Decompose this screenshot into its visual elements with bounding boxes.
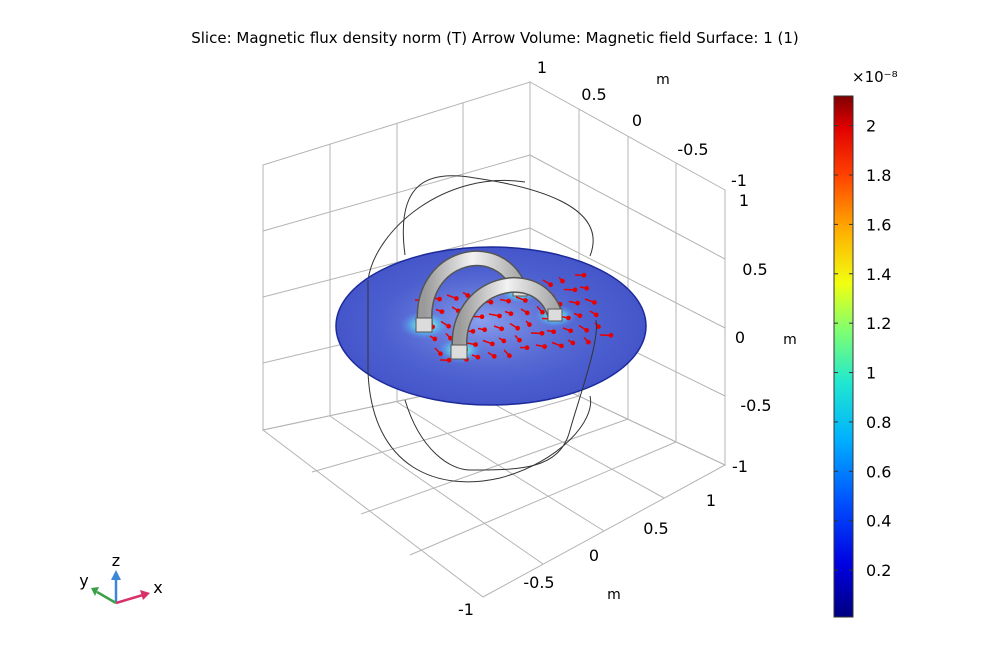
y-axis-ticks: 1 0.5 0 -0.5 -1 [458,491,716,619]
field-arrow-head [559,343,564,349]
x-tick-top-5: -1 [731,171,747,190]
back-left-wall-grid [262,81,531,431]
x-axis-label-top: m [656,72,670,88]
field-arrow-head [572,287,578,293]
field-arrow-head [508,311,514,317]
field-arrow-head [570,340,576,346]
field-arrow-head [527,322,532,327]
colorbar-gradient [833,95,854,618]
field-arrows [414,272,614,363]
x-tick-top-2: 0.5 [581,85,606,104]
field-arrow-head [584,285,590,291]
coil-arch-front [450,276,563,360]
field-arrow-head [523,298,528,303]
field-arrow-head [608,332,614,338]
field-arrow-head [584,327,590,333]
domain-outline-back [367,175,594,281]
y-tick-1: 1 [706,491,716,510]
z-tick-1: 1 [739,191,749,210]
field-arrow-head [491,354,497,359]
field-arrow-head [540,309,545,315]
field-arrow-head [560,278,565,284]
colorbar-tick-label: 1.6 [866,215,891,234]
axis-triad: z x y [79,551,163,605]
field-arrow-head [551,329,557,335]
colorbar-tick-label: 0.8 [866,413,891,432]
field-arrow-head [473,342,478,347]
colorbar-tick-label: 1.4 [866,265,891,284]
triad-x-label: x [153,578,162,597]
y-axis-label: m [607,587,621,603]
field-arrow-head [517,337,522,343]
colorbar-tick-label: 1 [866,364,876,383]
field-arrow-head [507,353,512,359]
field-arrow-head [482,327,488,333]
y-tick-2: 0.5 [643,519,668,538]
y-tick-4: -0.5 [523,573,554,592]
field-arrow-head [548,282,554,288]
z-tick-3: 0 [735,328,745,347]
field-arrow-head [566,315,571,321]
triad-z-label: z [112,551,120,570]
x-tick-top-1: 1 [537,58,547,77]
field-arrow-head [596,324,601,329]
colorbar-exponent: ×10⁻⁸ [852,68,898,86]
x-axis-ticks-top: 1 0.5 0 -0.5 -1 [537,58,747,190]
domain-outline-front [367,280,598,483]
field-arrow-head [575,300,580,306]
field-arrow-head [454,296,459,301]
field-arrow-head [488,299,494,305]
colorbar-ticks: 2 1.8 1.6 1.4 1.2 1 0.8 0.6 0.4 0.2 [834,117,891,580]
colorbar-tick-label: 0.4 [866,512,891,531]
z-axis-ticks: 1 0.5 0 -0.5 -1 [732,191,772,476]
field-arrow-head [438,351,443,357]
field-arrow-head [497,313,502,319]
floor-grid [261,372,727,598]
chart-title: Slice: Magnetic flux density norm (T) Ar… [191,29,799,47]
y-tick-5: -1 [458,600,474,619]
field-arrow-head [470,328,476,334]
field-arrow-head [581,272,587,278]
field-arrow-head [501,338,507,344]
z-tick-5: -1 [732,457,748,476]
field-arrow-head [515,325,521,331]
field-arrow-head [568,328,574,334]
field-arrow-head [592,300,597,305]
z-tick-4: -0.5 [740,396,771,415]
x-tick-top-3: 0 [632,111,642,130]
field-arrow-head [446,357,452,363]
field-arrow-head [499,326,505,332]
colorbar-tick-label: 0.2 [866,561,891,580]
z-axis-label: m [783,332,797,348]
field-arrow-head [524,310,530,316]
field-arrow-head [432,336,438,342]
field-arrow-head [542,344,547,349]
field-arrow-head [506,298,511,304]
field-arrow-head [465,293,471,298]
field-arrow-head [446,323,452,329]
field-arrow-head [475,354,481,360]
x-tick-top-4: -0.5 [677,140,708,159]
field-arrow-head [524,345,530,351]
field-arrow-head [479,314,485,320]
field-arrow-head [577,313,583,319]
field-arrow-head [586,339,591,345]
field-arrow-head [593,312,599,318]
field-arrow-head [437,296,442,302]
field-arrow-head [439,309,445,315]
field-arrow-head [539,330,545,336]
colorbar-tick-label: 2 [866,117,876,136]
z-tick-2: 0.5 [742,260,767,279]
colorbar: ×10⁻⁸ 2 1.8 1.6 1.4 1.2 1 0.8 0.6 0.4 0.2 [833,68,898,618]
colorbar-tick-label: 1.8 [866,166,891,185]
field-arrow-head [490,341,495,347]
triad-y-label: y [79,571,88,590]
colorbar-tick-label: 1.2 [866,314,891,333]
y-tick-3: 0 [589,546,599,565]
colorbar-tick-label: 0.6 [866,462,891,481]
